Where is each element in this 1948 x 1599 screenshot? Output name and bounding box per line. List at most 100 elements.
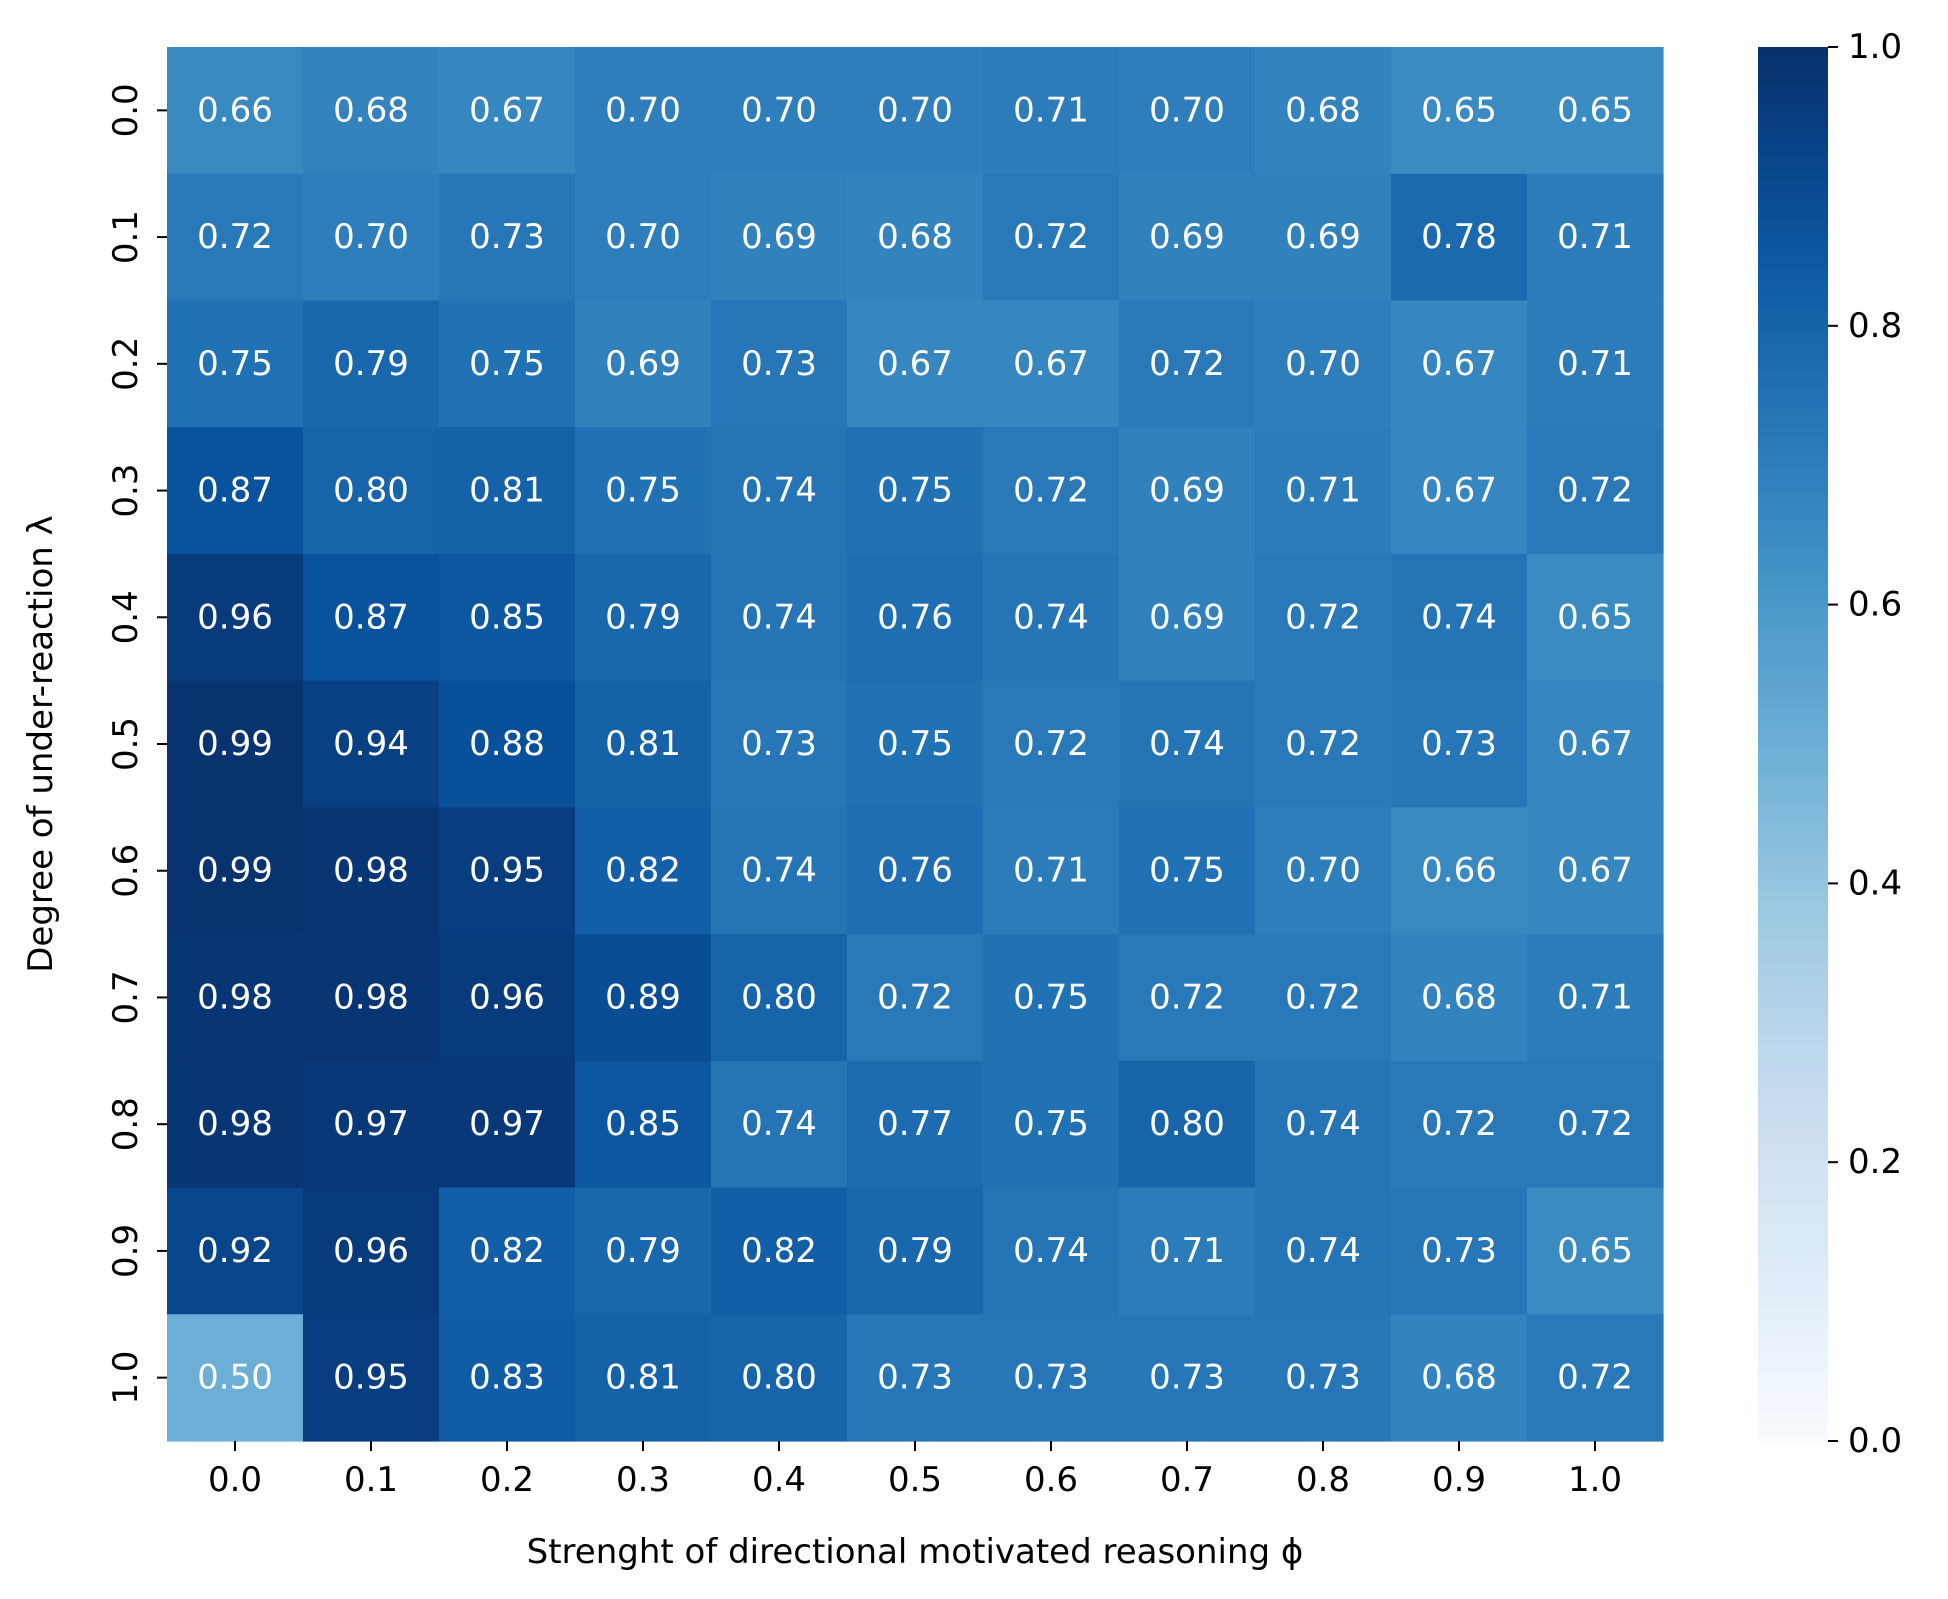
colorbar-tick-label: 0.6	[1848, 585, 1902, 625]
x-tick-label: 0.2	[480, 1460, 534, 1500]
heatmap-cell	[167, 680, 304, 808]
cell-value-label: 0.73	[741, 724, 817, 764]
heatmap-cell	[575, 934, 712, 1062]
colorbar-tick-label: 0.8	[1848, 306, 1902, 346]
heatmap-cell	[439, 300, 576, 428]
cell-value-label: 0.85	[605, 1104, 681, 1144]
heatmap-cell	[1119, 1060, 1256, 1189]
heatmap-cell	[575, 300, 712, 428]
heatmap-cell	[167, 1187, 304, 1315]
heatmap-cell	[1255, 934, 1392, 1062]
cell-value-label: 0.75	[877, 724, 953, 764]
heatmap-cell	[1255, 427, 1392, 555]
cell-value-label: 0.67	[1421, 344, 1497, 384]
heatmap-cell	[1527, 47, 1664, 175]
cell-value-label: 0.98	[333, 851, 409, 891]
colorbar: 0.0 0.2 0.4 0.6 0.8 1.0	[1758, 27, 1902, 1461]
heatmap-cell	[167, 173, 304, 302]
x-tick-label: 0.0	[208, 1460, 262, 1500]
heatmap-cell	[1527, 807, 1664, 935]
x-tick-label: 0.7	[1160, 1460, 1214, 1500]
cell-value-label: 0.67	[1013, 344, 1089, 384]
heatmap-cell	[983, 1060, 1120, 1189]
colorbar-tick-label: 1.0	[1848, 27, 1902, 67]
cell-value-label: 0.76	[877, 597, 953, 637]
heatmap-cell	[1527, 680, 1664, 808]
cell-value-label: 0.96	[469, 977, 545, 1017]
heatmap-cell	[439, 1060, 576, 1189]
x-tick-label: 0.8	[1296, 1460, 1350, 1500]
cell-value-label: 0.65	[1557, 597, 1633, 637]
heatmap-cell	[575, 1187, 712, 1315]
y-tick-label: 0.8	[106, 1097, 146, 1151]
heatmap-cell	[439, 1187, 576, 1315]
heatmap-cell	[1527, 173, 1664, 302]
heatmap-cell	[1119, 47, 1256, 175]
cell-value-label: 0.96	[197, 597, 273, 637]
cell-value-label: 0.81	[469, 471, 545, 511]
cell-value-label: 0.72	[197, 217, 273, 257]
x-axis-label: Strenght of directional motivated reason…	[527, 1532, 1304, 1572]
cell-value-label: 0.74	[1013, 597, 1089, 637]
heatmap-cell	[711, 1314, 848, 1442]
heatmap-cell	[1391, 427, 1528, 555]
cell-value-label: 0.68	[1421, 1358, 1497, 1398]
heatmap-cell	[1527, 1314, 1664, 1442]
cell-value-label: 0.87	[333, 597, 409, 637]
cell-value-label: 0.74	[741, 1104, 817, 1144]
cell-value-label: 0.72	[1013, 217, 1089, 257]
heatmap-cell	[1527, 300, 1664, 428]
y-tick-label: 0.2	[106, 337, 146, 391]
cell-value-label: 0.65	[1421, 90, 1497, 130]
heatmap-cell	[983, 1187, 1120, 1315]
heatmap-cell	[167, 300, 304, 428]
cell-value-label: 0.69	[741, 217, 817, 257]
cell-value-label: 0.70	[1285, 344, 1361, 384]
heatmap-cell	[1255, 1187, 1392, 1315]
y-tick-label: 0.4	[106, 590, 146, 644]
cell-value-label: 0.67	[1421, 471, 1497, 511]
heatmap-cell	[439, 1314, 576, 1442]
cell-value-label: 0.80	[333, 471, 409, 511]
cell-value-label: 0.72	[877, 977, 953, 1017]
cell-value-label: 0.82	[741, 1231, 817, 1271]
cell-value-label: 0.72	[1557, 471, 1633, 511]
cell-value-label: 0.74	[1285, 1104, 1361, 1144]
heatmap-cell	[847, 680, 984, 808]
cell-value-label: 0.73	[877, 1358, 953, 1398]
cell-value-label: 0.72	[1557, 1104, 1633, 1144]
heatmap-cell	[847, 173, 984, 302]
heatmap-cell	[1391, 680, 1528, 808]
cell-value-label: 0.74	[741, 851, 817, 891]
cell-value-label: 0.69	[1149, 471, 1225, 511]
heatmap-cell	[1255, 300, 1392, 428]
x-tick-label: 0.4	[752, 1460, 806, 1500]
heatmap-cell	[1119, 1314, 1256, 1442]
heatmap-cell	[1527, 934, 1664, 1062]
cell-value-label: 0.77	[877, 1104, 953, 1144]
heatmap-cell	[1119, 680, 1256, 808]
cell-value-label: 0.99	[197, 851, 273, 891]
heatmap-cell	[983, 934, 1120, 1062]
cell-value-label: 0.69	[1149, 217, 1225, 257]
heatmap-cells	[167, 47, 1664, 1442]
heatmap-cell	[439, 934, 576, 1062]
heatmap-cell	[1527, 1060, 1664, 1189]
y-tick-label: 0.7	[106, 970, 146, 1024]
heatmap-cell	[1119, 427, 1256, 555]
heatmap-cell	[711, 807, 848, 935]
cell-value-label: 0.73	[1421, 724, 1497, 764]
heatmap-cell	[303, 1187, 440, 1315]
heatmap-cell	[1391, 1314, 1528, 1442]
cell-value-label: 0.72	[1285, 977, 1361, 1017]
heatmap-cell	[1255, 1060, 1392, 1189]
y-tick-label: 1.0	[106, 1351, 146, 1405]
heatmap-cell	[439, 807, 576, 935]
heatmap-cell	[575, 1314, 712, 1442]
x-tick-label: 0.5	[888, 1460, 942, 1500]
heatmap-cell	[303, 807, 440, 935]
cell-value-label: 0.94	[333, 724, 409, 764]
cell-value-label: 0.67	[877, 344, 953, 384]
heatmap-cell	[711, 427, 848, 555]
heatmap-cell	[575, 807, 712, 935]
